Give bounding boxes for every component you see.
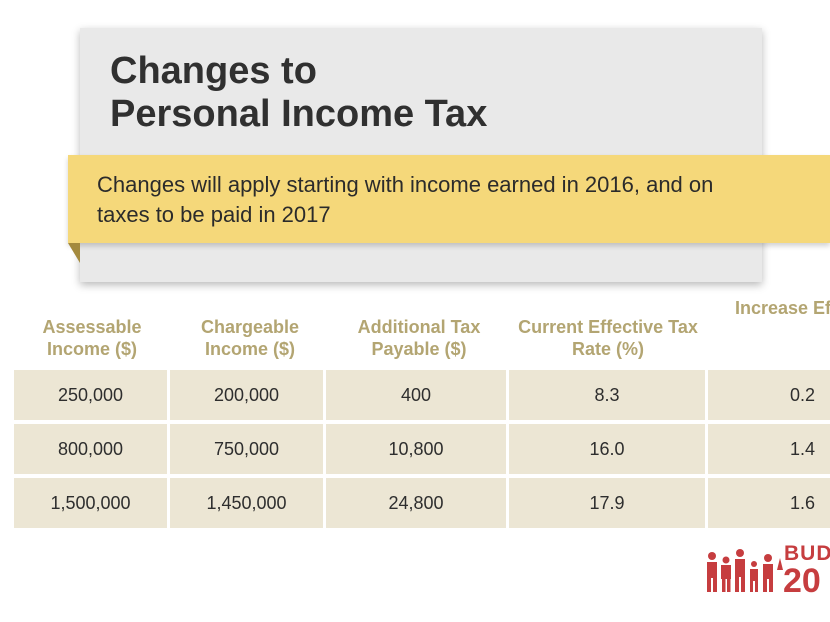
table-cell: 16.0 [509,424,705,474]
table-cell: 8.3 [509,370,705,420]
table-cell: 400 [326,370,506,420]
header-assessable-income: Assessable Income ($) [42,317,142,359]
table-cell: 750,000 [170,424,323,474]
title-line-1: Changes to [110,50,317,92]
table-cell: 200,000 [170,370,323,420]
note-text: Changes will apply starting with income … [97,172,714,227]
table-cell: 1,450,000 [170,478,323,528]
title-line-2: Personal Income Tax [110,93,488,135]
note-banner-fold [68,243,80,263]
table-cell: 250,000 [14,370,167,420]
table-cell: 1.4 [708,424,830,474]
header-chargeable-income: Chargeable Income ($) [200,317,300,359]
table-cell: 800,000 [14,424,167,474]
header-current-effective-rate: Current Effective Tax Rate (%) [518,317,698,359]
header-additional-tax: Additional Tax Payable ($) [357,317,481,359]
page-title: Changes to Personal Income Tax [110,50,487,136]
note-banner [68,155,830,243]
table-cell: 17.9 [509,478,705,528]
logo-word: BUD [784,542,830,565]
logo-year: 20 [783,562,821,600]
family-figures-icon [707,549,783,592]
table-cell: 1.6 [708,478,830,528]
header-increase-effective-rate: Increase Effective Rate (% [735,298,830,318]
table-cell: 24,800 [326,478,506,528]
table-cell: 0.2 [708,370,830,420]
table-cell: 10,800 [326,424,506,474]
table-cell: 1,500,000 [14,478,167,528]
